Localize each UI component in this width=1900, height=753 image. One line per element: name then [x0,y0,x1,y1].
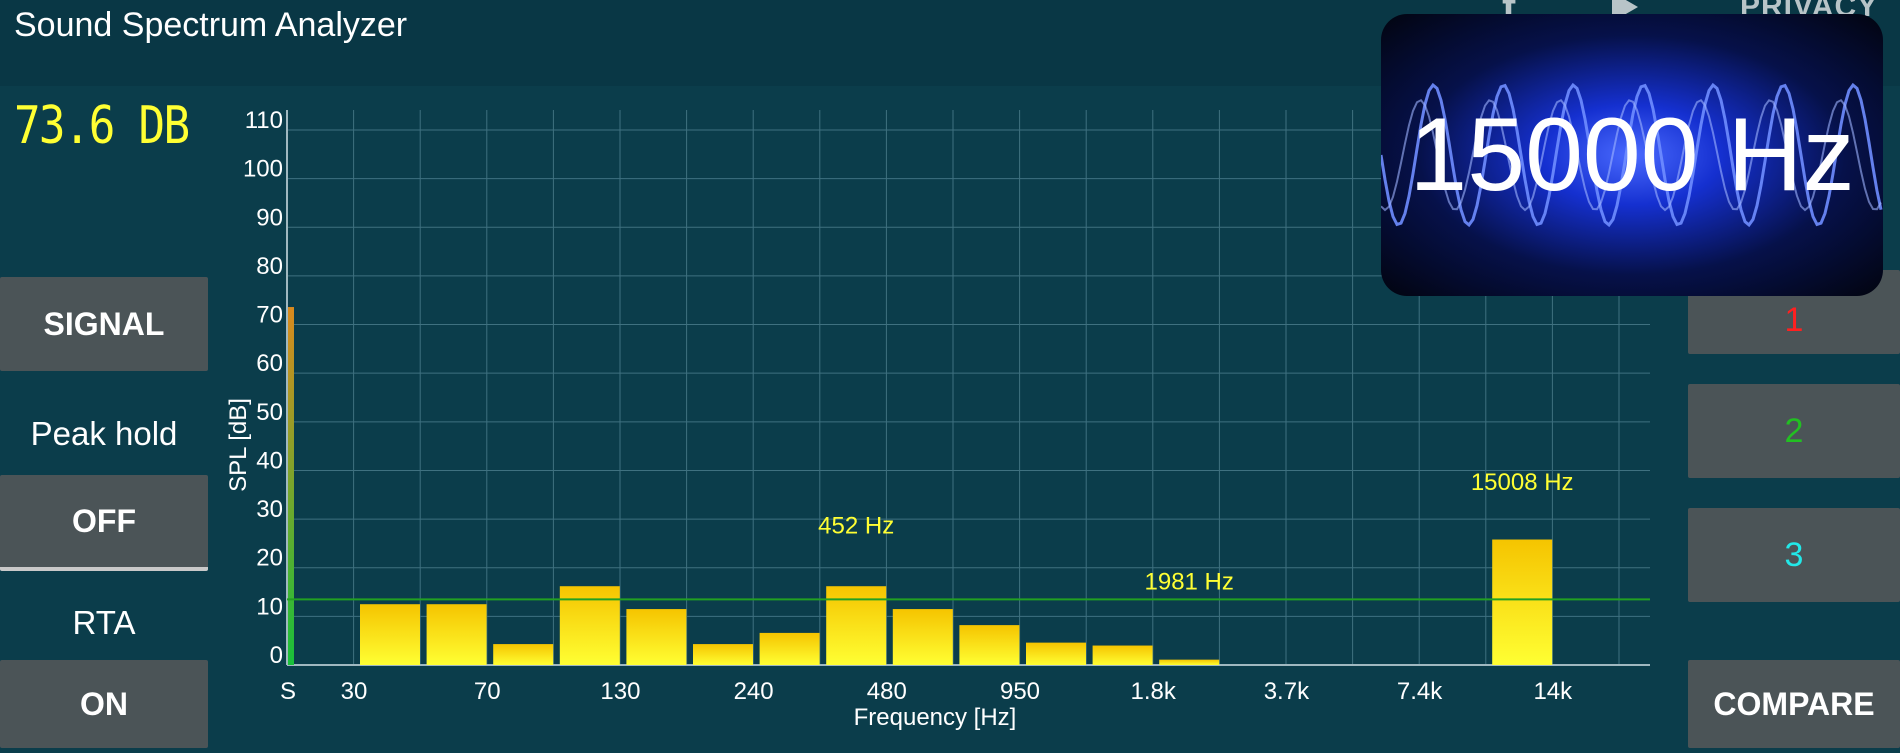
spectrum-bar [1026,642,1086,665]
spectrum-bar [360,604,420,665]
y-tick-label: 20 [256,545,283,572]
x-tick-label: 950 [1000,678,1040,705]
signal-level-bar [288,307,294,665]
x-tick-label: 14k [1533,678,1573,705]
overlay-frequency-text: 15000 Hz [1409,97,1855,213]
x-tick-label: 130 [600,678,640,705]
x-tick-label: 30 [341,678,368,705]
spectrum-bar [493,644,554,665]
peak-annotation: 452 Hz [818,513,894,540]
spectrum-bar [426,604,487,665]
y-tick-label: 0 [270,642,283,669]
y-tick-label: 110 [245,107,283,134]
peak-annotation: 1981 Hz [1145,569,1234,596]
spectrum-bar [892,609,953,665]
y-tick-label: 90 [256,204,283,231]
spectrum-bar [1492,539,1553,665]
frequency-overlay: 15000 Hz [1381,14,1883,296]
app-title: Sound Spectrum Analyzer [14,6,408,44]
signal-button[interactable]: SIGNAL [0,277,208,371]
y-tick-label: 10 [256,593,283,620]
spectrum-chart-svg: 0 10 20 30 40 50 60 70 80 90 100 110 S 30 70 130 240 480 9… [225,107,1650,731]
rta-toggle[interactable]: ON [0,660,208,748]
x-tick-label: 1.8k [1131,678,1177,705]
y-tick-label: 50 [256,399,283,426]
peak-hold-label: Peak hold [30,415,178,452]
x-tick-label: 3.7k [1264,678,1310,705]
peak-hold-toggle[interactable]: OFF [0,475,208,571]
spectrum-bar [1159,659,1220,665]
y-tick-label: 80 [256,253,283,280]
y-tick-label: 30 [256,496,283,523]
y-tick-label: 60 [256,350,283,377]
x-axis-title: Frequency [Hz] [854,704,1017,731]
y-tick-label: 100 [243,156,283,183]
y-tick-label: 70 [256,302,283,329]
spectrum-bar [693,644,753,665]
waveform-graphic [1381,82,1883,228]
x-tick-label: 7.4k [1397,678,1443,705]
x-tick-label: 70 [474,678,501,705]
x-tick-label: 240 [734,678,774,705]
spectrum-bar [1092,645,1153,665]
spectrum-bar [959,625,1020,665]
memory-3-button[interactable]: 3 [1688,508,1900,602]
peak-annotation: 15008 Hz [1471,469,1574,496]
y-tick-label: 40 [256,447,283,474]
spectrum-bar [559,586,620,665]
compare-button[interactable]: COMPARE [1688,660,1900,748]
rta-label: RTA [72,604,136,641]
spectrum-bar [626,609,687,665]
spectrum-bar [826,586,887,665]
y-axis-title: SPL [dB] [225,398,252,492]
spectrum-chart: 0 10 20 30 40 50 60 70 80 90 100 110 S 30 70 130 240 480 9… [220,100,1680,748]
memory-2-button[interactable]: 2 [1688,384,1900,478]
x-tick-label: S [280,678,296,705]
x-tick-label: 480 [867,678,907,705]
spectrum-bar [759,632,820,665]
db-readout: 73.6 DB [14,96,190,156]
